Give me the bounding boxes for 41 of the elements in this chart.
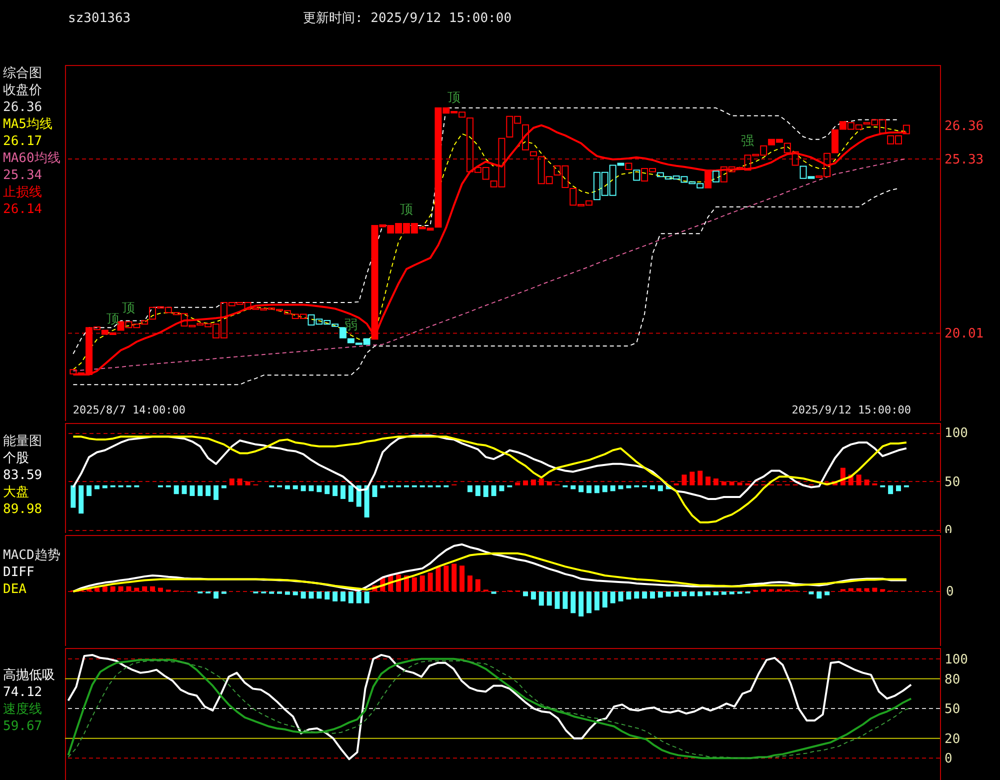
- text: DEA: [3, 582, 27, 597]
- chart-title: MACD趋势: [3, 548, 60, 563]
- text: 顶: [448, 90, 461, 106]
- y-tick-label: 50: [944, 702, 960, 718]
- text: 74.12: [3, 685, 42, 700]
- text: 更新时间: 2025/9/12 15:00:00: [303, 11, 512, 27]
- y-tick-label: 25.33: [944, 152, 984, 168]
- text: 25.34: [3, 168, 42, 183]
- series-label: 高抛低吸: [3, 667, 55, 683]
- text: 速度线: [3, 701, 42, 717]
- x-tick-label: 2025/9/12 15:00:00: [792, 404, 911, 416]
- y-tick-label: 0: [944, 752, 952, 767]
- text: 止损线: [3, 185, 42, 200]
- text: 26.36: [3, 100, 42, 115]
- y-tick-label: 100: [944, 652, 968, 668]
- y-tick-label: 80: [944, 672, 960, 688]
- text: 26.17: [3, 134, 42, 149]
- text: sz301363: [68, 11, 131, 27]
- text: 能量图: [3, 434, 42, 449]
- text: 弱: [344, 318, 358, 333]
- text: DIFF: [3, 565, 34, 580]
- y-tick-label: 50: [944, 474, 960, 490]
- y-tick-label: 100: [944, 426, 968, 442]
- text: 顶: [400, 202, 413, 218]
- text: MA5均线: [3, 117, 52, 132]
- text: 26.14: [3, 202, 42, 217]
- y-tick-label: 20.01: [944, 326, 984, 342]
- text: 大盘: [3, 485, 29, 500]
- chart-title: 综合图: [3, 66, 42, 81]
- text: MA60均线: [3, 151, 60, 166]
- y-tick-label: 20: [944, 732, 960, 747]
- y-tick-label: 26.36: [944, 118, 984, 134]
- text: 89.98: [3, 502, 42, 517]
- text: 个股: [3, 451, 29, 466]
- text: 收盘价: [3, 83, 42, 98]
- text: 59.67: [3, 719, 42, 734]
- text: 顶: [106, 312, 120, 327]
- text: 顶: [122, 300, 136, 316]
- x-tick-label: 2025/8/7 14:00:00: [72, 404, 186, 416]
- text: 强: [741, 134, 754, 150]
- text: 83.59: [3, 468, 42, 483]
